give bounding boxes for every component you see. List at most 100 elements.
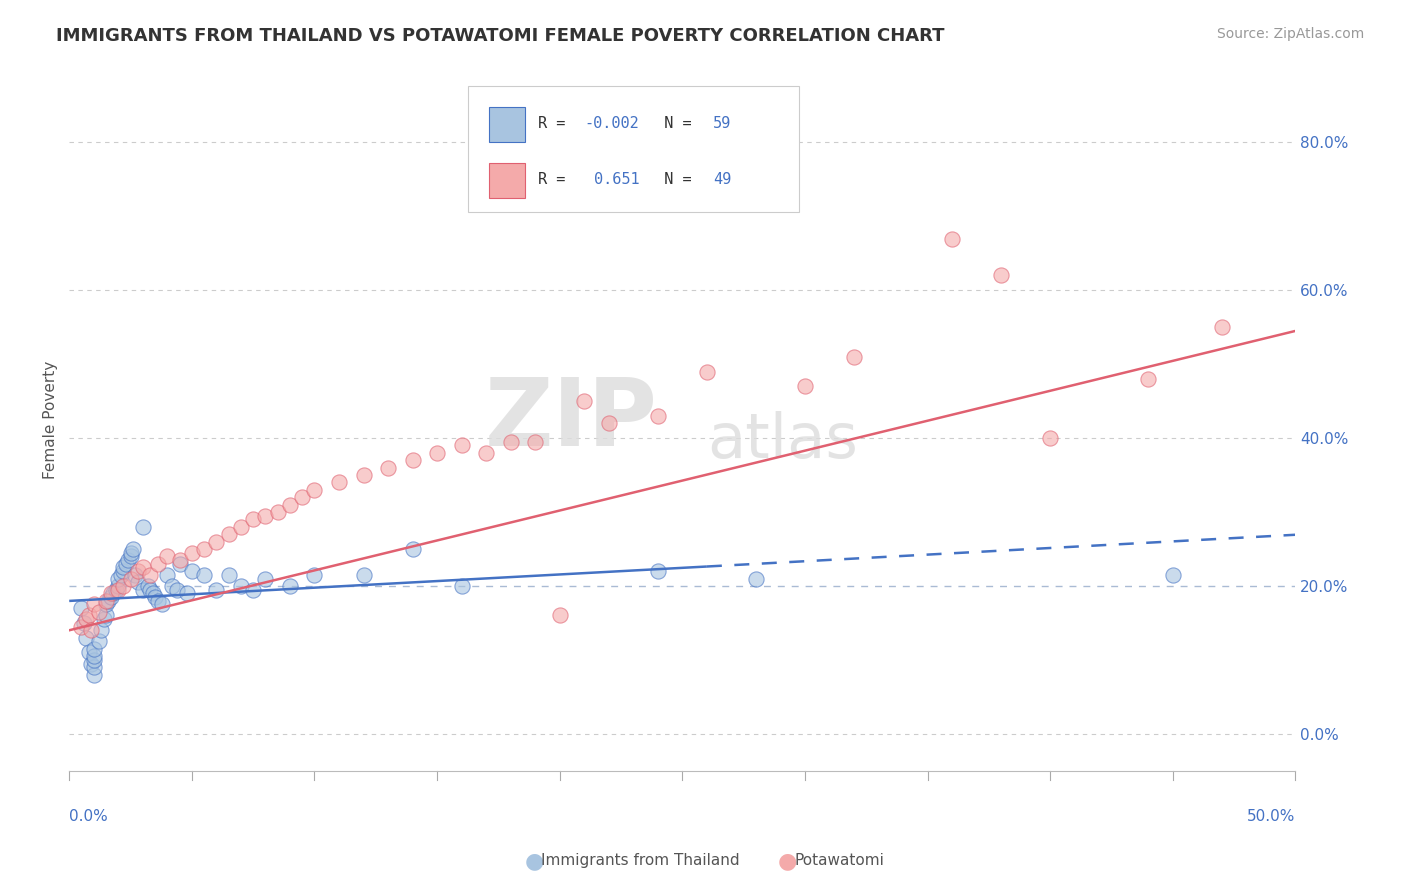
Point	[548, 608, 571, 623]
Text: N =: N =	[645, 172, 700, 187]
Point	[254, 572, 277, 586]
Point	[90, 624, 112, 638]
Point	[794, 379, 817, 393]
Point	[127, 575, 149, 590]
Point	[77, 608, 100, 623]
Y-axis label: Female Poverty: Female Poverty	[44, 360, 58, 479]
Point	[205, 582, 228, 597]
Point	[87, 634, 110, 648]
Point	[87, 605, 110, 619]
Point	[475, 446, 498, 460]
Point	[112, 560, 135, 574]
Text: -0.002: -0.002	[585, 116, 638, 131]
Point	[83, 653, 105, 667]
Point	[647, 564, 669, 578]
Point	[103, 586, 125, 600]
Point	[132, 560, 155, 574]
Point	[218, 567, 240, 582]
Point	[156, 549, 179, 564]
Point	[80, 657, 103, 671]
Point	[180, 564, 202, 578]
Point	[328, 475, 350, 490]
Point	[124, 567, 146, 582]
Point	[73, 615, 96, 630]
Point	[83, 598, 105, 612]
Point	[1039, 431, 1062, 445]
Point	[193, 541, 215, 556]
Text: IMMIGRANTS FROM THAILAND VS POTAWATOMI FEMALE POVERTY CORRELATION CHART: IMMIGRANTS FROM THAILAND VS POTAWATOMI F…	[56, 27, 945, 45]
Point	[229, 520, 252, 534]
Point	[229, 579, 252, 593]
Point	[176, 586, 198, 600]
Point	[120, 546, 142, 560]
Point	[267, 505, 290, 519]
Point	[291, 490, 314, 504]
Text: ●: ●	[778, 851, 797, 871]
Point	[127, 564, 149, 578]
Point	[169, 553, 191, 567]
Point	[93, 612, 115, 626]
Point	[97, 593, 120, 607]
Point	[647, 409, 669, 423]
Point	[143, 590, 166, 604]
Point	[377, 460, 399, 475]
Point	[146, 593, 169, 607]
Point	[1161, 567, 1184, 582]
Point	[304, 567, 326, 582]
Text: 0.651: 0.651	[595, 172, 640, 187]
Text: Immigrants from Thailand: Immigrants from Thailand	[541, 854, 740, 868]
Point	[114, 557, 136, 571]
Point	[254, 508, 277, 523]
Text: atlas: atlas	[707, 410, 858, 471]
Point	[574, 394, 596, 409]
Text: 59: 59	[713, 116, 731, 131]
Point	[80, 624, 103, 638]
Point	[401, 541, 423, 556]
Point	[278, 579, 301, 593]
Point	[1211, 320, 1233, 334]
Point	[990, 268, 1012, 283]
Point	[142, 586, 165, 600]
Point	[77, 645, 100, 659]
Point	[450, 438, 472, 452]
FancyBboxPatch shape	[468, 86, 799, 212]
Point	[139, 567, 162, 582]
Point	[696, 365, 718, 379]
Point	[842, 350, 865, 364]
Text: Source: ZipAtlas.com: Source: ZipAtlas.com	[1216, 27, 1364, 41]
Point	[132, 520, 155, 534]
Point	[426, 446, 449, 460]
Point	[122, 541, 145, 556]
Point	[100, 590, 122, 604]
Point	[450, 579, 472, 593]
Point	[401, 453, 423, 467]
Point	[242, 512, 264, 526]
Point	[112, 579, 135, 593]
Point	[160, 579, 183, 593]
Point	[83, 649, 105, 664]
Text: 49: 49	[713, 172, 731, 187]
Text: R =: R =	[537, 116, 574, 131]
FancyBboxPatch shape	[489, 107, 526, 142]
Point	[107, 572, 129, 586]
Point	[70, 619, 93, 633]
Point	[205, 534, 228, 549]
Point	[94, 608, 117, 623]
Point	[136, 579, 159, 593]
Point	[353, 468, 375, 483]
Point	[180, 546, 202, 560]
Point	[83, 641, 105, 656]
Point	[107, 579, 129, 593]
Point	[169, 557, 191, 571]
Text: R =: R =	[537, 172, 583, 187]
Point	[218, 527, 240, 541]
Text: Potawatomi: Potawatomi	[794, 854, 884, 868]
Point	[156, 567, 179, 582]
Point	[94, 593, 117, 607]
Point	[278, 498, 301, 512]
Point	[107, 582, 129, 597]
Point	[745, 572, 768, 586]
Point	[83, 660, 105, 674]
Text: ZIP: ZIP	[485, 374, 658, 466]
Point	[75, 612, 97, 626]
